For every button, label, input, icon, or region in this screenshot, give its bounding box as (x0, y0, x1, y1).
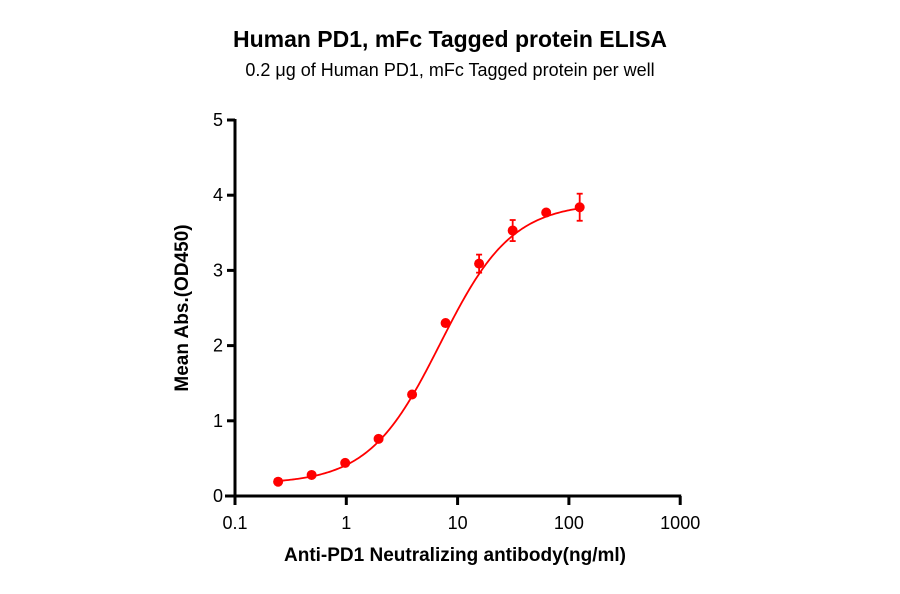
data-point-marker (440, 318, 451, 329)
y-tick-label: 3 (213, 260, 223, 280)
data-point-marker (407, 389, 418, 400)
chart-title: Human PD1, mFc Tagged protein ELISA (232, 26, 668, 52)
y-tick-label: 2 (213, 336, 223, 356)
data-points (273, 192, 585, 487)
data-point-marker (306, 469, 317, 480)
data-point-marker (340, 457, 351, 468)
axes: 0 1 2 3 4 5 0.1 1 10 100 1000 (213, 110, 700, 533)
data-point-marker (507, 225, 518, 236)
x-tick-label: 1000 (660, 513, 700, 533)
chart-subtitle: 0.2 μg of Human PD1, mFc Tagged protein … (245, 60, 655, 80)
y-tick-label: 0 (213, 486, 223, 506)
data-point-marker (273, 476, 284, 487)
data-point-marker (574, 202, 585, 213)
data-point-marker (474, 258, 485, 269)
fit-curve (278, 207, 580, 482)
data-point-marker (373, 433, 384, 444)
x-tick-label: 100 (554, 513, 584, 533)
y-tick-label: 5 (213, 110, 223, 130)
y-tick-label: 4 (213, 185, 223, 205)
y-tick-label: 1 (213, 411, 223, 431)
x-axis-label: Anti-PD1 Neutralizing antibody(ng/ml) (284, 545, 626, 566)
data-point-marker (541, 207, 552, 218)
x-tick-label: 1 (341, 513, 351, 533)
x-tick-label: 0.1 (222, 513, 247, 533)
x-tick-label: 10 (448, 513, 468, 533)
